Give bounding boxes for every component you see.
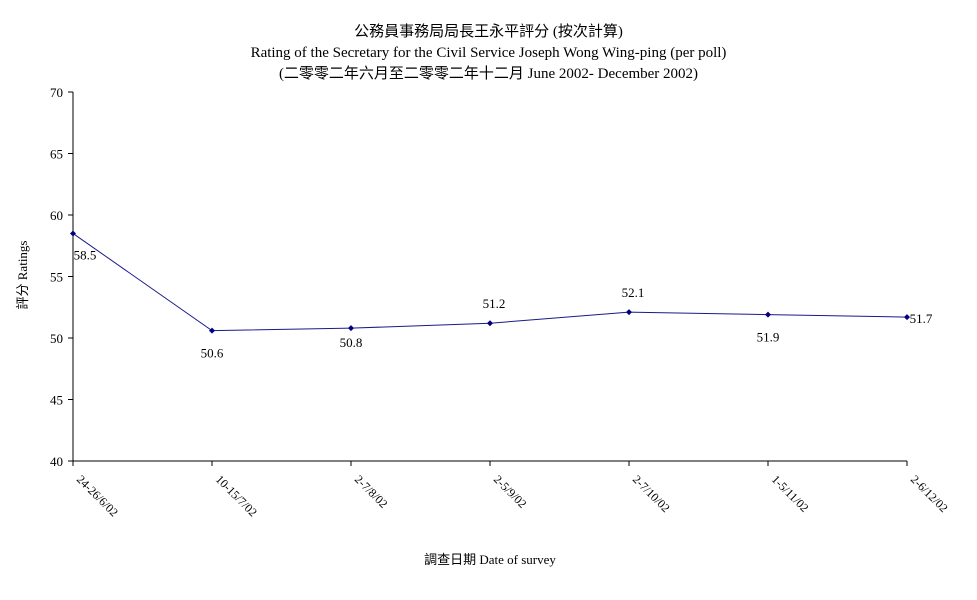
x-tick-label: 2-6/12/02: [908, 472, 951, 515]
data-labels: 58.5 50.6 50.8 51.2 52.1 51.9 51.7: [74, 247, 933, 360]
series-line: [72, 233, 908, 332]
data-label: 50.6: [201, 346, 224, 361]
y-tick-label: 65: [50, 147, 63, 162]
data-point: [626, 309, 632, 316]
data-label: 51.7: [910, 311, 933, 326]
x-axis-ticks: 24-26/6/02 10-15/7/02 2-7/8/02 2-5/9/02 2-7/…: [72, 461, 951, 519]
data-point: [70, 230, 76, 237]
data-point: [348, 325, 354, 332]
data-label: 50.8: [340, 335, 363, 350]
x-tick-label: 1-5/11/02: [769, 472, 812, 515]
data-label: 52.1: [622, 285, 645, 300]
chart-subtitle: Rating of the Secretary for the Civil Se…: [250, 45, 727, 61]
chart-subtitle-2: (二零零二年六月至二零零二年十二月 June 2002- December 20…: [278, 66, 699, 82]
x-tick-label: 2-7/8/02: [352, 472, 391, 511]
x-tick-label: 2-7/10/02: [630, 472, 673, 515]
series-polyline: [72, 233, 908, 332]
y-axis-ticks: 40 45 50 55 60 65 70: [50, 85, 73, 469]
data-label: 58.5: [74, 247, 97, 262]
data-point: [209, 327, 215, 334]
y-tick-label: 45: [50, 393, 63, 408]
x-axis-title: 調查日期 Date of survey: [424, 552, 556, 567]
data-point: [765, 311, 771, 318]
data-point: [487, 320, 493, 327]
y-tick-label: 70: [50, 85, 63, 100]
y-tick-label: 60: [50, 208, 63, 223]
data-label: 51.2: [483, 296, 506, 311]
chart-titles: 公務員事務局局長王永平評分 (按次計算) Rating of the Secre…: [0, 22, 977, 85]
x-tick-label: 2-5/9/02: [491, 472, 530, 511]
y-tick-label: 50: [50, 331, 63, 346]
y-tick-label: 55: [50, 270, 63, 285]
chart-title: 公務員事務局局長王永平評分 (按次計算): [354, 24, 623, 40]
x-tick-label: 10-15/7/02: [213, 472, 260, 519]
data-label: 51.9: [757, 330, 780, 345]
y-axis-title: 評分 Ratings: [15, 241, 30, 310]
x-tick-label: 24-26/6/02: [74, 472, 121, 519]
chart-axes: [72, 92, 907, 462]
series-points: [70, 230, 910, 334]
y-tick-label: 40: [50, 454, 63, 469]
data-point: [904, 314, 910, 321]
